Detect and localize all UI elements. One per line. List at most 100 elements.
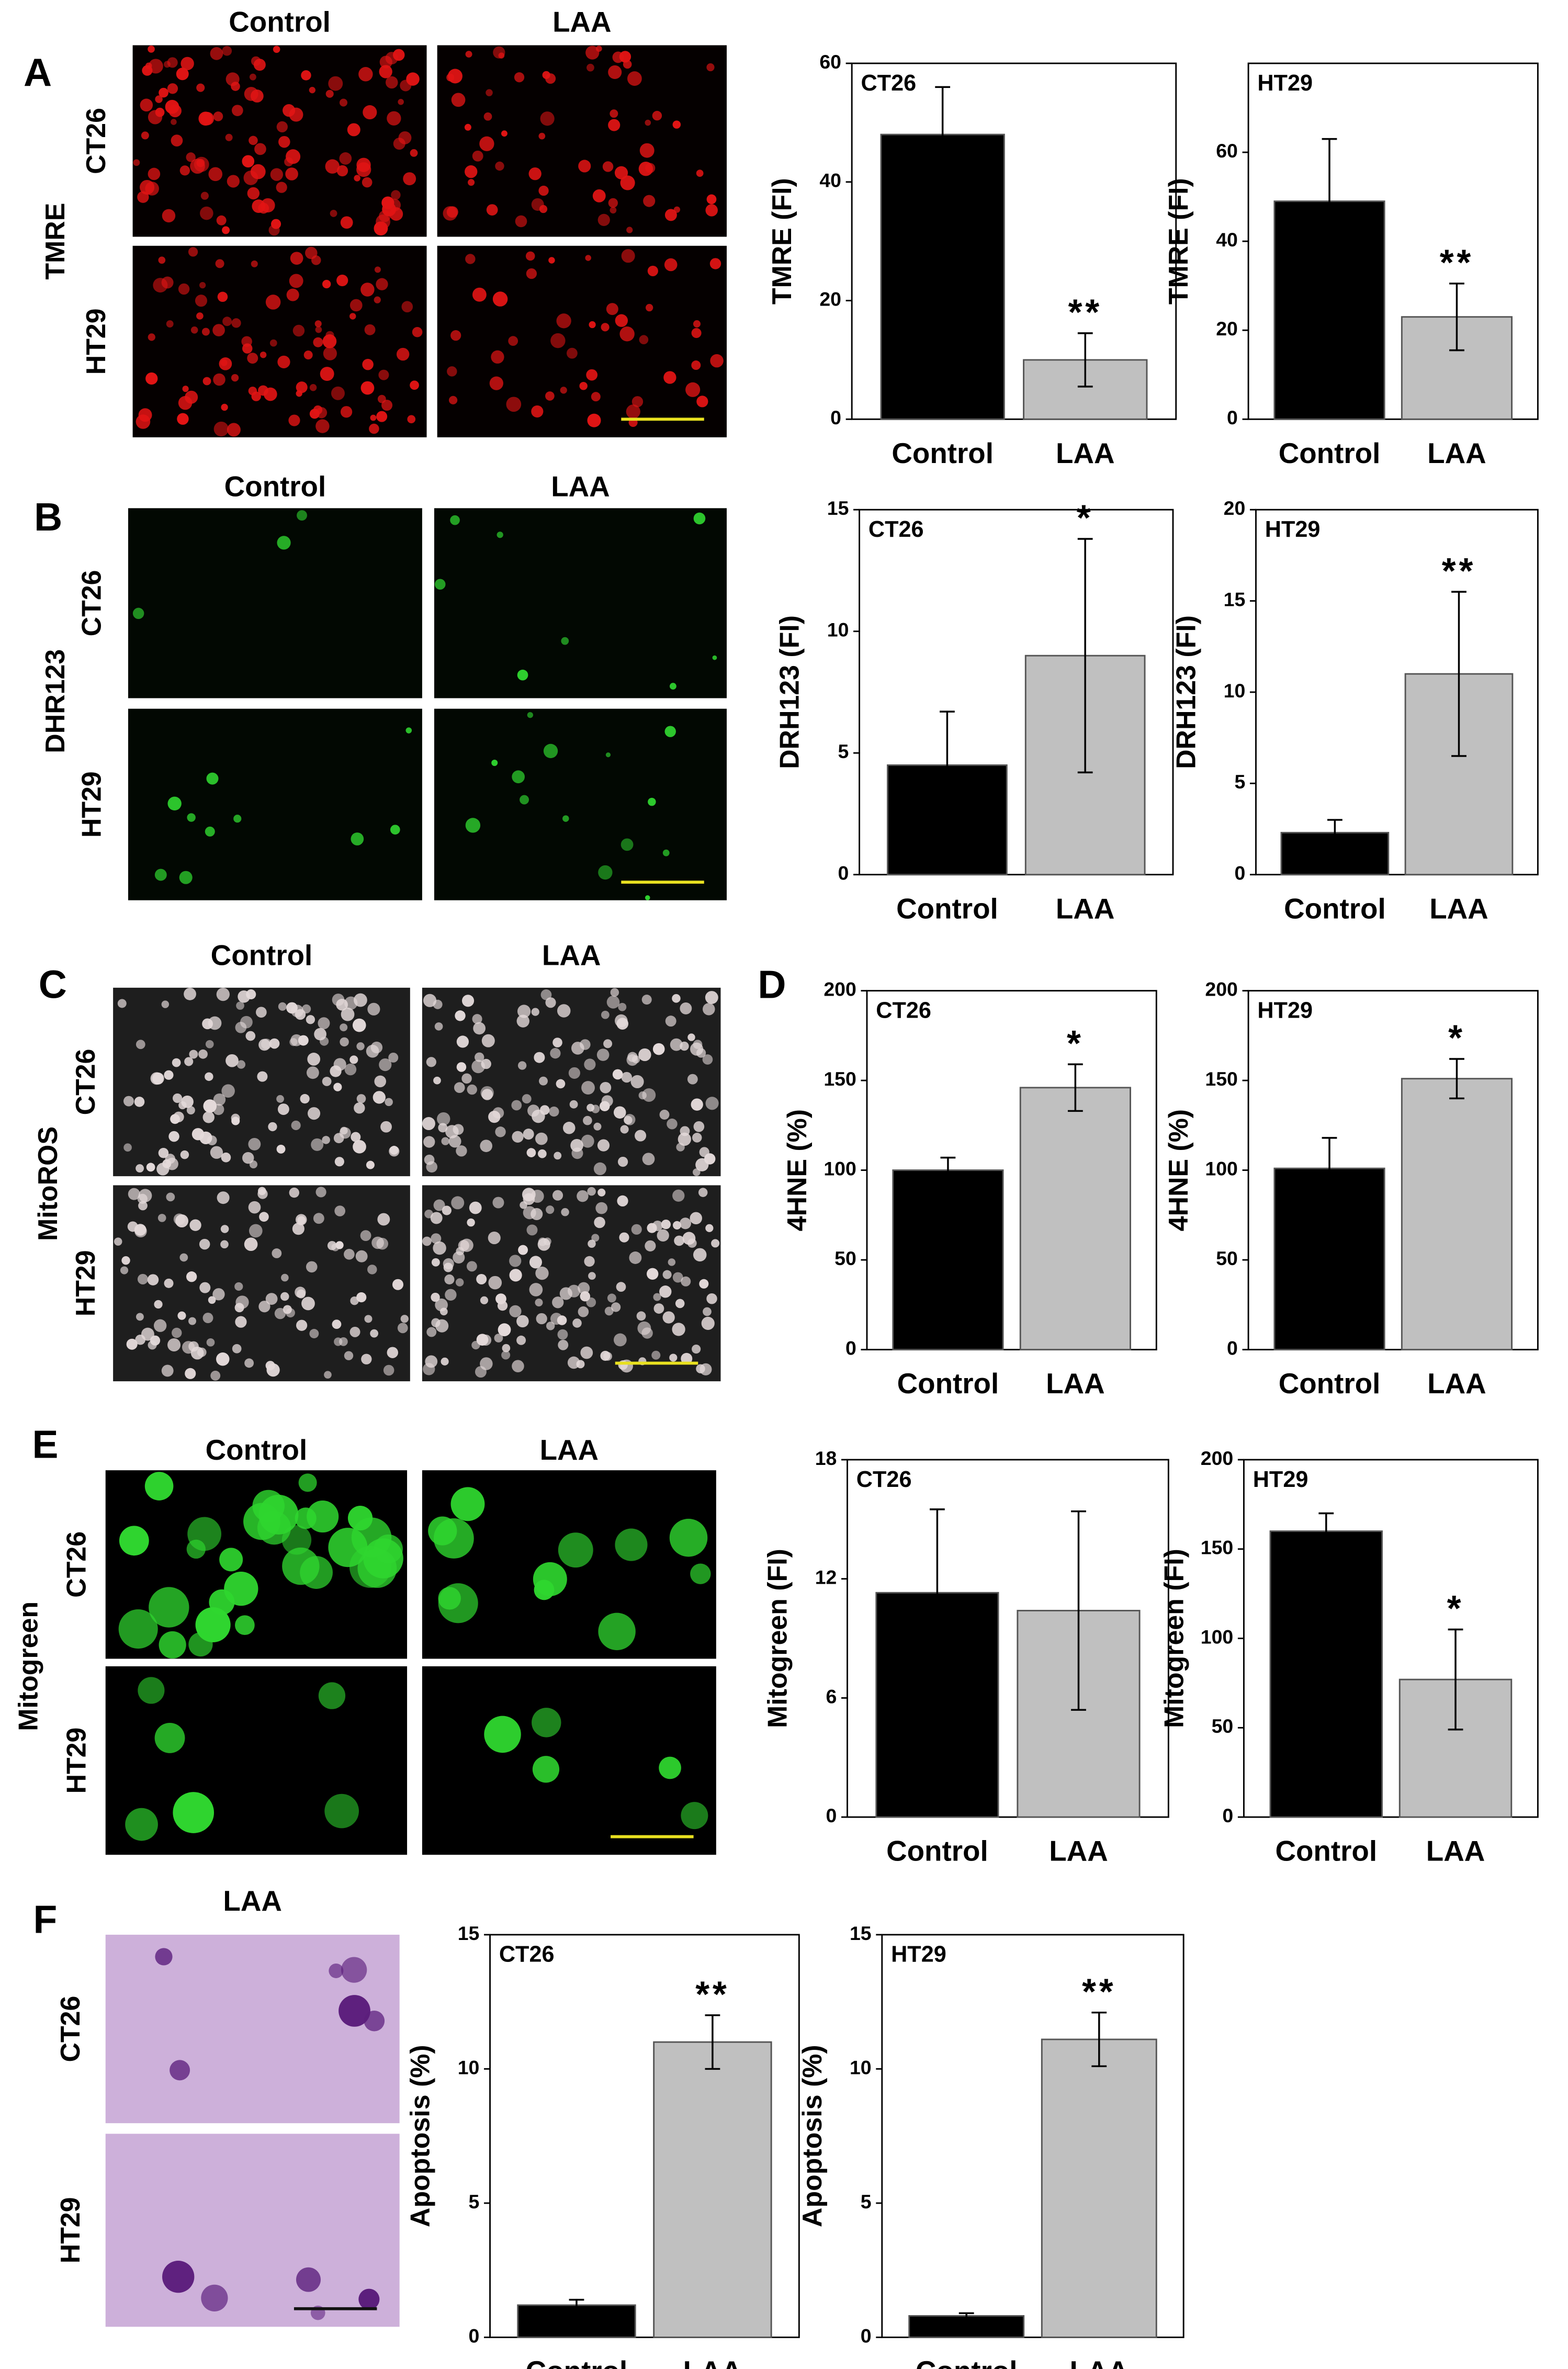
- cell: [612, 1069, 623, 1080]
- cell: [325, 159, 340, 174]
- chart-label: HT29: [1265, 517, 1321, 542]
- y-tick-label: 40: [819, 170, 841, 191]
- cell: [604, 1306, 614, 1316]
- cell: [558, 1532, 593, 1568]
- micrograph: [105, 2134, 400, 2327]
- cell: [520, 1201, 527, 1209]
- cell: [617, 1156, 628, 1167]
- cell: [571, 1147, 583, 1159]
- cell: [585, 255, 591, 261]
- cell: [161, 1364, 174, 1377]
- cell: [548, 257, 555, 264]
- cell: [475, 1366, 487, 1378]
- y-axis-label: TMRE (FI): [766, 178, 797, 304]
- cell: [276, 182, 287, 193]
- cell: [702, 1054, 713, 1065]
- cell: [285, 167, 298, 181]
- cell: [296, 381, 308, 393]
- cell: [369, 423, 379, 434]
- cell: [623, 60, 632, 69]
- cell: [559, 1287, 572, 1300]
- cell: [144, 1472, 174, 1501]
- cell: [170, 2060, 190, 2081]
- cell: [202, 1313, 213, 1324]
- cell: [586, 63, 594, 72]
- cell: [486, 204, 498, 216]
- cell: [554, 1152, 562, 1160]
- cell: [178, 283, 190, 295]
- cell: [451, 1196, 465, 1210]
- cell: [268, 1122, 277, 1132]
- cell: [444, 1274, 455, 1285]
- cell: [631, 1224, 642, 1235]
- y-tick-label: 12: [815, 1566, 837, 1588]
- y-tick-label: 50: [1216, 1247, 1238, 1269]
- cell: [442, 1205, 452, 1215]
- y-tick-label: 15: [1224, 588, 1246, 610]
- y-tick-label: 20: [819, 288, 841, 310]
- cell: [426, 1327, 437, 1337]
- cell: [206, 772, 219, 785]
- cell: [516, 1315, 529, 1328]
- cell: [380, 1121, 392, 1133]
- cell: [189, 1050, 198, 1059]
- cell: [567, 347, 578, 359]
- cell: [621, 1071, 632, 1083]
- cell: [370, 414, 377, 421]
- cell: [526, 268, 537, 279]
- cell: [364, 324, 376, 335]
- cell: [367, 1002, 380, 1016]
- cell: [580, 1346, 593, 1359]
- cell: [497, 1301, 508, 1311]
- cell: [516, 1014, 529, 1028]
- cell: [154, 1722, 185, 1753]
- cell: [538, 1149, 547, 1158]
- cell: [492, 1107, 504, 1119]
- plot-frame: [1243, 1459, 1539, 1818]
- cell: [672, 994, 681, 1003]
- cell: [512, 1131, 524, 1143]
- cell: [145, 372, 158, 385]
- cell: [492, 1197, 504, 1209]
- y-tick-label: 100: [1205, 1158, 1237, 1180]
- cell: [182, 1341, 195, 1354]
- row-label: HT29: [76, 771, 106, 838]
- cell: [354, 175, 360, 182]
- cell: [588, 1239, 596, 1248]
- y-tick-label: 10: [827, 619, 849, 641]
- cell: [678, 1132, 691, 1146]
- cell: [433, 1518, 474, 1559]
- cell: [674, 1235, 684, 1246]
- cell: [334, 1205, 346, 1216]
- row-label: HT29: [55, 2197, 85, 2263]
- cell: [621, 838, 634, 851]
- cell: [188, 1317, 196, 1325]
- cell: [696, 170, 704, 177]
- cell: [426, 1057, 436, 1067]
- cell: [134, 1225, 147, 1238]
- cell: [205, 1040, 214, 1048]
- chart-label: CT26: [499, 1942, 555, 1967]
- cell: [388, 1052, 399, 1063]
- cell: [619, 1232, 629, 1243]
- cell: [515, 215, 527, 228]
- cell: [318, 1682, 346, 1709]
- cell: [352, 1018, 366, 1032]
- cell: [543, 743, 558, 759]
- cell: [692, 1168, 701, 1176]
- cell: [692, 1344, 701, 1354]
- cell: [636, 1311, 646, 1321]
- cell: [532, 1708, 561, 1738]
- cell: [374, 296, 381, 303]
- cell: [315, 326, 322, 333]
- cell: [164, 1278, 174, 1288]
- cell: [406, 72, 420, 86]
- cell: [652, 1221, 663, 1231]
- x-tick-label: LAA: [1056, 437, 1115, 469]
- cell: [526, 1148, 536, 1157]
- cell: [179, 871, 193, 884]
- micrograph: [128, 508, 422, 698]
- cell: [479, 136, 494, 151]
- cell: [221, 403, 228, 411]
- cell: [340, 1126, 348, 1135]
